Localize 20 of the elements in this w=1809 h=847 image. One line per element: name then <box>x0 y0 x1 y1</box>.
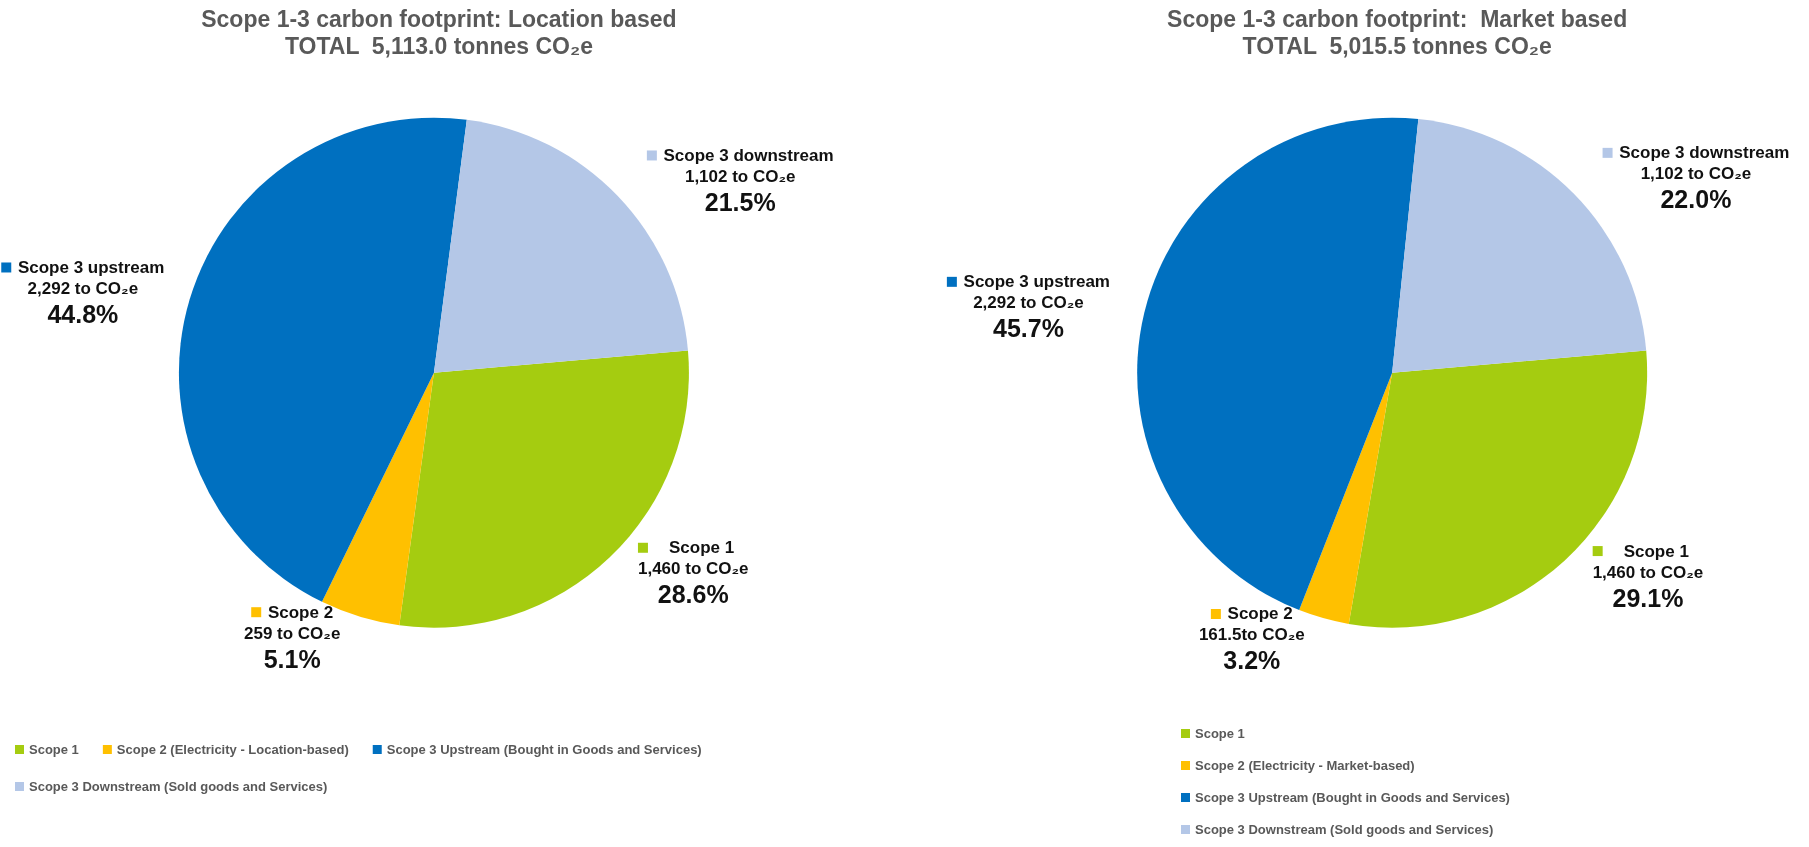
legend-label: Scope 1 <box>29 742 79 757</box>
data-label: Scope 3 upstream 2,292 to CO₂e 45.7% <box>963 272 1110 343</box>
data-label: Scope 1 1,460 to CO₂e 28.6% <box>637 538 749 609</box>
data-label: Scope 1 1,460 to CO₂e 29.1% <box>1592 541 1704 612</box>
legend-label: Scope 3 Upstream (Bought in Goods and Services) <box>386 742 702 757</box>
data-label: Scope 3 downstream 1,102 to CO₂e 21.5% <box>663 145 834 216</box>
chart-subtitle: TOTAL 5,113.0 tonnes CO₂e <box>284 32 593 59</box>
legend-label: Scope 3 Downstream (Sold goods and Services) <box>29 779 328 794</box>
legend-label: Scope 3 Upstream (Bought in Goods and Services) <box>1195 790 1510 805</box>
chart-title: Scope 1-3 carbon footprint: Market based <box>1167 5 1628 32</box>
chart-subtitle: TOTAL 5,015.5 tonnes CO₂e <box>1242 32 1552 59</box>
legend-label: Scope 1 <box>1195 726 1245 741</box>
legend-label: Scope 2 (Electricity - Market-based) <box>1195 758 1415 773</box>
data-label: Scope 3 downstream 1,102 to CO₂e 22.0% <box>1619 143 1790 214</box>
legend-label: Scope 3 Downstream (Sold goods and Services) <box>1195 822 1494 837</box>
data-label: Scope 2 259 to CO₂e 5.1% <box>243 602 341 673</box>
data-label: Scope 2 161.5to CO₂e 3.2% <box>1198 604 1305 675</box>
legend-label: Scope 2 (Electricity - Location-based) <box>116 742 349 757</box>
data-label: Scope 3 upstream 2,292 to CO₂e 44.8% <box>17 257 165 328</box>
chart-title: Scope 1-3 carbon footprint: Location based <box>201 5 677 32</box>
